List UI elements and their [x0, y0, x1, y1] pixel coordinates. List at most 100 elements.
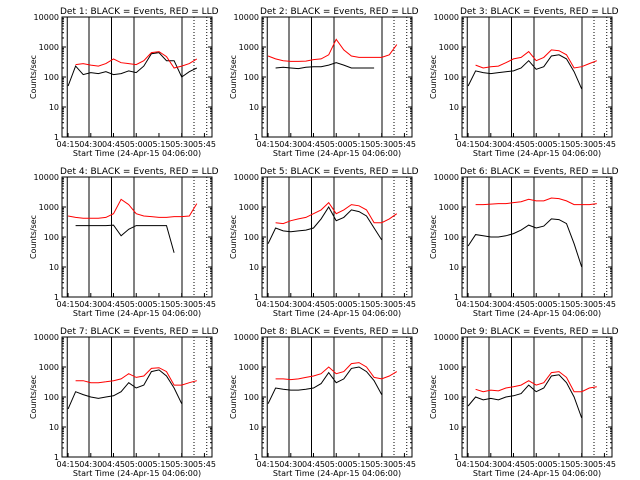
x-tick-label: 04:30	[479, 140, 502, 149]
y-tick-label: 10	[249, 423, 259, 432]
series-line-lld	[475, 371, 597, 393]
y-tick-label: 100	[444, 233, 459, 242]
y-tick-label: 10	[449, 103, 459, 112]
y-axis-label: Counts/sec	[229, 215, 238, 259]
x-tick-label: 05:30	[170, 300, 193, 309]
panel-det-2: Det 2: BLACK = Events, RED = LLD 1 10 100 10…	[229, 7, 419, 158]
x-tick-label: 04:30	[79, 460, 102, 469]
series-line-events	[267, 366, 383, 404]
series-line-events	[467, 218, 583, 268]
x-tick-label: 05:45	[393, 140, 416, 149]
x-tick-label: 05:45	[193, 300, 216, 309]
y-tick-label: 10	[49, 423, 59, 432]
x-tick-label: 04:15	[457, 460, 480, 469]
y-tick-label: 100	[444, 393, 459, 402]
x-tick-label: 04:15	[57, 300, 80, 309]
y-tick-label: 1	[254, 293, 259, 302]
y-axis-label: Counts/sec	[29, 375, 38, 419]
series-line-events	[67, 369, 183, 410]
x-tick-label: 05:30	[570, 140, 593, 149]
x-tick-label: 04:15	[257, 300, 280, 309]
x-axis-label: Start Time (24-Apr-15 04:06:00)	[273, 309, 401, 318]
y-tick-label: 100	[44, 73, 59, 82]
x-axis-label: Start Time (24-Apr-15 04:06:00)	[273, 149, 401, 158]
y-tick-label: 100	[244, 73, 259, 82]
y-tick-label: 1	[54, 293, 59, 302]
x-tick-label: 04:30	[79, 140, 102, 149]
plot-frame	[461, 336, 613, 458]
y-tick-label: 10000	[434, 333, 459, 342]
x-tick-label: 04:30	[279, 460, 302, 469]
x-tick-label: 04:45	[502, 300, 525, 309]
panel-title: Det 5: BLACK = Events, RED = LLD	[260, 167, 419, 177]
y-tick-label: 10000	[234, 13, 259, 22]
series-line-lld	[75, 367, 197, 386]
y-axis-label: Counts/sec	[429, 55, 438, 99]
y-tick-label: 1000	[239, 203, 259, 212]
plot-frame	[461, 176, 613, 298]
y-tick-label: 10	[249, 103, 259, 112]
x-tick-label: 05:00	[125, 300, 148, 309]
x-tick-label: 05:15	[547, 460, 570, 469]
series-line-events	[467, 54, 583, 90]
series-line-lld	[75, 51, 198, 69]
panel-det-9: Det 9: BLACK = Events, RED = LLD 1 10 100 10…	[429, 327, 619, 478]
y-tick-label: 10	[49, 103, 59, 112]
y-tick-label: 1000	[439, 43, 459, 52]
x-tick-label: 04:45	[502, 460, 525, 469]
x-tick-label: 05:30	[370, 460, 393, 469]
x-tick-label: 05:00	[525, 460, 548, 469]
x-tick-label: 04:45	[502, 140, 525, 149]
x-tick-label: 04:15	[57, 460, 80, 469]
x-tick-label: 05:45	[593, 460, 616, 469]
panel-title: Det 7: BLACK = Events, RED = LLD	[60, 327, 219, 337]
y-tick-label: 100	[44, 233, 59, 242]
series-line-lld	[275, 362, 398, 381]
y-tick-label: 10	[449, 423, 459, 432]
x-axis-label: Start Time (24-Apr-15 04:06:00)	[73, 309, 201, 318]
y-tick-label: 100	[244, 393, 259, 402]
x-axis-label: Start Time (24-Apr-15 04:06:00)	[73, 469, 201, 478]
x-tick-label: 05:15	[547, 140, 570, 149]
panel-title: Det 2: BLACK = Events, RED = LLD	[260, 7, 419, 17]
y-tick-label: 1	[454, 133, 459, 142]
series-line-lld	[475, 197, 597, 206]
plot-frame	[461, 16, 613, 138]
x-tick-label: 04:45	[302, 300, 325, 309]
y-axis-label: Counts/sec	[29, 215, 38, 259]
x-tick-label: 04:45	[102, 140, 125, 149]
x-axis-label: Start Time (24-Apr-15 04:06:00)	[273, 469, 401, 478]
panel-title: Det 6: BLACK = Events, RED = LLD	[460, 167, 619, 177]
y-tick-label: 10	[449, 263, 459, 272]
x-tick-label: 04:30	[79, 300, 102, 309]
y-tick-label: 100	[244, 233, 259, 242]
y-tick-label: 1000	[239, 363, 259, 372]
y-tick-label: 1000	[239, 43, 259, 52]
y-tick-label: 1	[254, 453, 259, 462]
x-tick-label: 04:30	[279, 140, 302, 149]
plot-frame	[61, 176, 213, 298]
x-tick-label: 05:15	[347, 300, 370, 309]
x-tick-label: 05:00	[525, 300, 548, 309]
series-line-lld	[275, 201, 398, 225]
panel-title: Det 9: BLACK = Events, RED = LLD	[460, 327, 619, 337]
series-line-lld	[475, 49, 597, 69]
y-axis-label: Counts/sec	[229, 55, 238, 99]
x-tick-label: 05:00	[325, 460, 348, 469]
series-line-events	[467, 374, 583, 419]
x-tick-label: 05:00	[525, 140, 548, 149]
series-line-events	[275, 62, 375, 70]
panel-det-6: Det 6: BLACK = Events, RED = LLD 1 10 100 10…	[429, 167, 619, 318]
x-tick-label: 05:30	[170, 460, 193, 469]
x-tick-label: 04:15	[257, 140, 280, 149]
x-tick-label: 05:15	[347, 140, 370, 149]
x-axis-label: Start Time (24-Apr-15 04:06:00)	[73, 149, 201, 158]
series-line-lld	[267, 38, 398, 62]
x-tick-label: 05:30	[370, 140, 393, 149]
panel-title: Det 4: BLACK = Events, RED = LLD	[60, 167, 219, 177]
x-tick-label: 04:15	[257, 460, 280, 469]
y-tick-label: 1000	[39, 363, 59, 372]
plot-frame	[61, 336, 213, 458]
y-tick-label: 10	[249, 263, 259, 272]
